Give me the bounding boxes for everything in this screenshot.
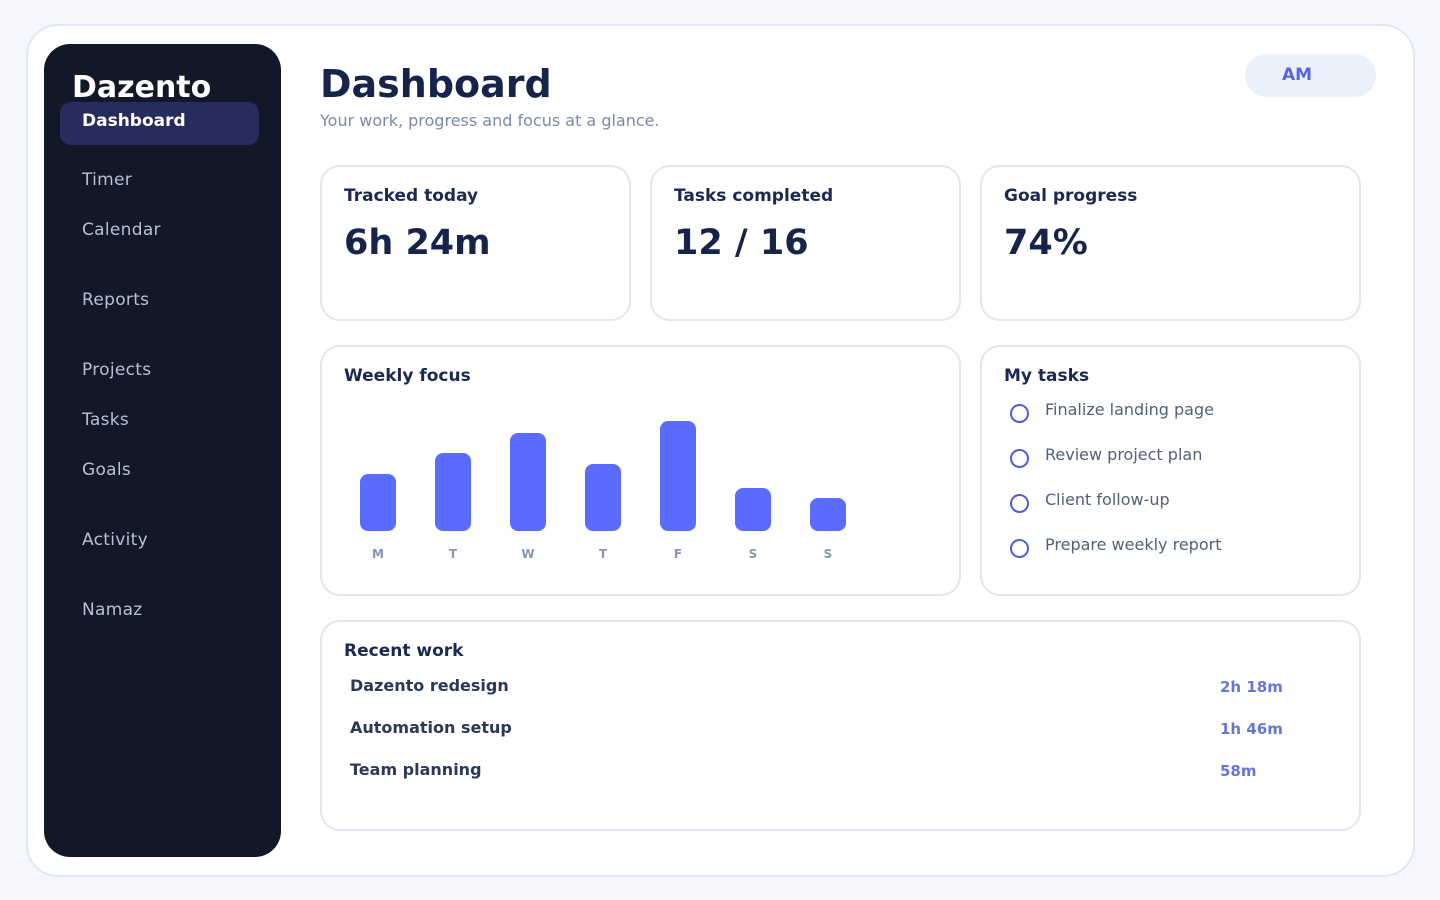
stat-card-goal-progress: Goal progress 74%	[980, 165, 1361, 321]
task-label: Client follow-up	[1045, 490, 1170, 509]
task-checkbox-icon[interactable]	[1010, 539, 1029, 558]
sidebar: Dazento Dashboard Timer Calendar Reports…	[44, 44, 281, 857]
chart-day-label: T	[448, 547, 458, 561]
sidebar-item-label: Dashboard	[82, 111, 186, 131]
chart-title: Weekly focus	[344, 366, 471, 386]
sidebar-item-projects[interactable]: Projects	[82, 360, 152, 380]
task-label: Prepare weekly report	[1045, 535, 1222, 554]
chart-bar	[435, 453, 471, 531]
task-checkbox-icon[interactable]	[1010, 449, 1029, 468]
chart-bar	[810, 498, 846, 531]
task-checkbox-icon[interactable]	[1010, 494, 1029, 513]
recent-work-row[interactable]: Team planning 58m	[350, 760, 1350, 788]
sidebar-item-namaz[interactable]: Namaz	[82, 600, 143, 620]
stat-card-tasks-completed: Tasks completed 12 / 16	[650, 165, 961, 321]
sidebar-item-goals[interactable]: Goals	[82, 460, 132, 480]
project-duration: 1h 46m	[1220, 720, 1283, 738]
page-subtitle: Your work, progress and focus at a glanc…	[320, 111, 660, 130]
stat-value: 74%	[1004, 223, 1088, 263]
stat-value: 6h 24m	[344, 223, 491, 263]
chart-day-label: W	[521, 547, 535, 561]
task-checkbox-icon[interactable]	[1010, 404, 1029, 423]
user-avatar-button[interactable]: AM	[1245, 54, 1376, 97]
chart-bar	[660, 421, 696, 531]
chart-day-label: T	[598, 547, 608, 561]
brand-logo: Dazento	[72, 70, 212, 105]
recent-work-row[interactable]: Automation setup 1h 46m	[350, 718, 1350, 746]
sidebar-item-calendar[interactable]: Calendar	[82, 220, 161, 240]
stat-card-tracked-today: Tracked today 6h 24m	[320, 165, 631, 321]
weekly-focus-card: Weekly focus M T W T F S S	[320, 345, 961, 596]
page-title: Dashboard	[320, 62, 552, 106]
chart-day-label: F	[673, 547, 683, 561]
chart-bar	[510, 433, 546, 531]
project-name: Dazento redesign	[350, 676, 509, 695]
sidebar-item-tasks[interactable]: Tasks	[82, 410, 130, 430]
project-name: Team planning	[350, 760, 482, 779]
stat-label: Tracked today	[344, 186, 479, 206]
stat-label: Goal progress	[1004, 186, 1138, 206]
stat-value: 12 / 16	[674, 223, 809, 263]
chart-day-label: M	[372, 547, 384, 561]
recent-work-title: Recent work	[344, 641, 464, 661]
avatar-initials: AM	[1282, 65, 1313, 85]
sidebar-item-dashboard[interactable]: Dashboard	[60, 102, 259, 145]
recent-work-card: Recent work Dazento redesign 2h 18m Auto…	[320, 620, 1361, 831]
my-tasks-card: My tasks Finalize landing page Review pr…	[980, 345, 1361, 596]
stat-label: Tasks completed	[674, 186, 834, 206]
chart-day-label: S	[748, 547, 758, 561]
sidebar-item-activity[interactable]: Activity	[82, 530, 148, 550]
sidebar-item-timer[interactable]: Timer	[82, 170, 133, 190]
sidebar-item-reports[interactable]: Reports	[82, 290, 150, 310]
task-label: Finalize landing page	[1045, 400, 1214, 419]
chart-bar	[585, 464, 621, 531]
chart-bar	[360, 474, 396, 531]
task-label: Review project plan	[1045, 445, 1203, 464]
chart-day-label: S	[823, 547, 833, 561]
project-duration: 2h 18m	[1220, 678, 1283, 696]
tasks-title: My tasks	[1004, 366, 1090, 386]
recent-work-row[interactable]: Dazento redesign 2h 18m	[350, 676, 1350, 704]
project-duration: 58m	[1220, 762, 1257, 780]
project-name: Automation setup	[350, 718, 512, 737]
chart-bar	[735, 488, 771, 531]
